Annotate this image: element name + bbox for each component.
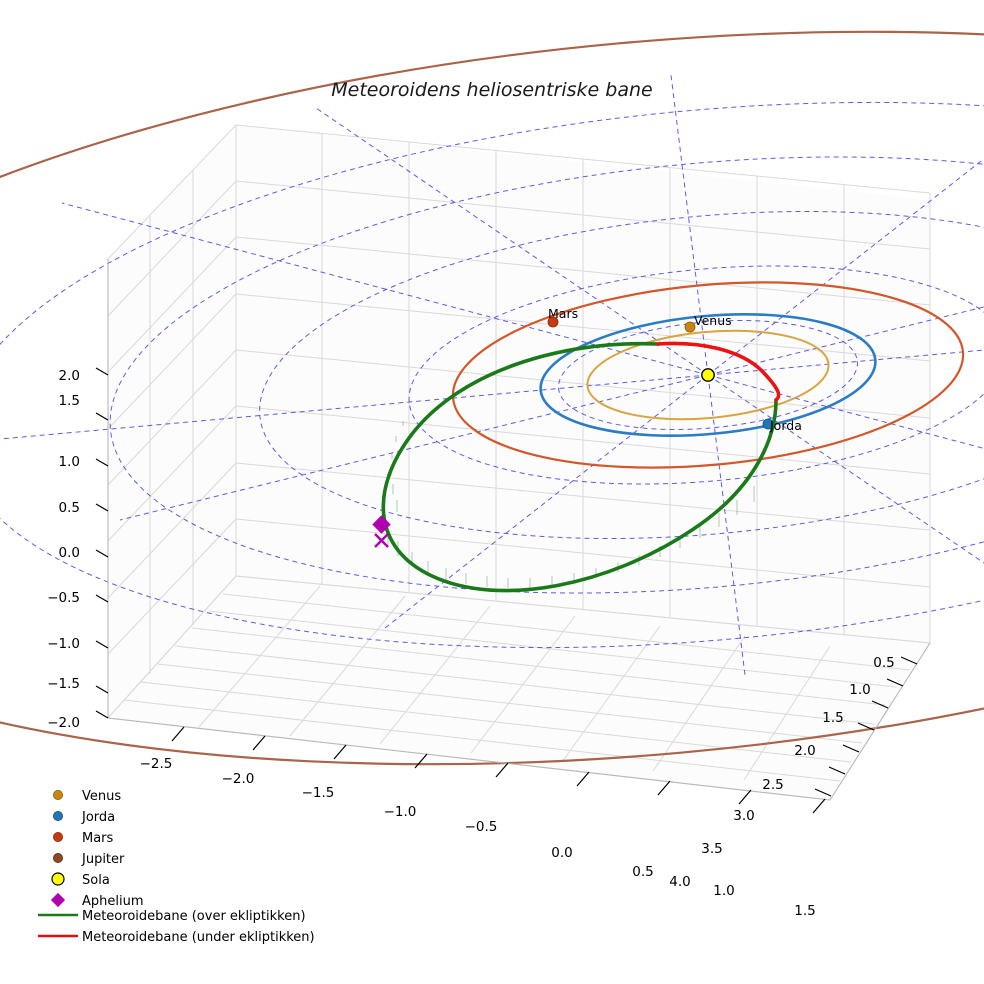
jupiter-orbit xyxy=(0,30,984,766)
z-tick-label: 0.0 xyxy=(59,545,80,561)
y-tick-label: 2.0 xyxy=(794,743,815,759)
legend: Venus Jorda Mars Jupiter Sola Aphelium M… xyxy=(38,789,315,945)
z-tick-label: 0.5 xyxy=(59,500,80,516)
jorda-label: Jorda xyxy=(769,418,802,433)
y-tick-label: 1.0 xyxy=(849,682,870,698)
z-tick-label: 1.0 xyxy=(59,454,80,470)
legend-circle-marker-jorda xyxy=(53,811,64,822)
x-axis-spine xyxy=(107,717,831,801)
z-tick-label: −1.0 xyxy=(47,636,80,652)
legend-label: Aphelium xyxy=(82,894,144,909)
x-tick-label: 0.0 xyxy=(551,845,572,861)
y-tick-labels: 0.5 1.0 1.5 2.0 2.5 3.0 3.5 4.0 xyxy=(669,655,894,890)
z-tick-label: −0.5 xyxy=(47,590,80,606)
aphelium-projection-x-icon xyxy=(374,533,389,548)
x-tick-label: 1.0 xyxy=(713,883,734,899)
axes-panes xyxy=(108,125,930,800)
venus-label: Venus xyxy=(694,313,732,328)
axis-spines xyxy=(107,259,931,801)
legend-circle-marker-jupiter xyxy=(53,853,64,864)
jorda-orbit xyxy=(539,313,877,437)
jorda-marker xyxy=(762,418,774,430)
venus-orbit xyxy=(586,329,830,421)
y-tick-label: 1.5 xyxy=(822,710,843,726)
y-tick-marks xyxy=(814,656,918,797)
venus-marker xyxy=(684,321,696,333)
mars-label: Mars xyxy=(548,306,578,321)
x-tick-label: −1.5 xyxy=(302,785,335,801)
sola-marker xyxy=(701,368,715,382)
y-tick-label: 3.0 xyxy=(733,808,754,824)
z-tick-labels: 2.0 1.5 1.0 0.5 0.0 −0.5 −1.0 −1.5 −2.0 xyxy=(47,368,80,731)
z-tick-marks xyxy=(95,367,109,719)
legend-label: Meteoroidebane (over ekliptikken) xyxy=(82,909,306,924)
legend-circle-marker-mars xyxy=(53,832,64,843)
z-tick-label: −1.5 xyxy=(47,676,80,692)
legend-circle-marker-sola xyxy=(51,872,65,886)
x-tick-label: 0.5 xyxy=(632,864,653,880)
legend-label: Jorda xyxy=(81,810,115,825)
page-title: Meteoroidens heliosentriske bane xyxy=(331,79,652,101)
y-tick-label: 2.5 xyxy=(762,777,783,793)
aphelium-marker xyxy=(372,515,391,534)
y-axis-spine xyxy=(829,642,931,801)
meteoroid-orbit-below-ecliptic xyxy=(656,341,781,402)
z-tick-label: 1.5 xyxy=(59,393,80,409)
legend-circle-marker-venus xyxy=(53,790,64,801)
mars-orbit xyxy=(451,281,965,469)
z-tick-label: −2.0 xyxy=(47,715,80,731)
mars-marker xyxy=(547,316,559,328)
polar-ring-3 xyxy=(259,210,984,540)
polar-ring-2 xyxy=(408,265,984,485)
x-tick-label: −0.5 xyxy=(465,819,498,835)
x-tick-label: −2.0 xyxy=(222,771,255,787)
left-pane xyxy=(108,125,236,718)
polar-ring-1 xyxy=(558,319,858,431)
y-tick-label: 3.5 xyxy=(701,841,722,857)
legend-label: Meteoroidebane (under ekliptikken) xyxy=(82,930,315,945)
x-tick-label: −1.0 xyxy=(384,804,417,820)
legend-label: Sola xyxy=(82,873,110,888)
legend-label: Mars xyxy=(82,831,114,846)
meteoroid-orbit-above-ecliptic xyxy=(381,341,778,593)
legend-label: Jupiter xyxy=(81,852,125,867)
y-tick-label: 4.0 xyxy=(669,874,690,890)
x-tick-labels: −2.5 −2.0 −1.5 −1.0 −0.5 0.0 0.5 1.0 1.5 xyxy=(140,756,816,919)
z-tick-label: 2.0 xyxy=(59,368,80,384)
legend-label: Venus xyxy=(82,789,121,804)
legend-diamond-marker-aphelium xyxy=(50,892,66,908)
floor-pane xyxy=(108,576,930,800)
y-tick-label: 0.5 xyxy=(873,655,894,671)
x-tick-marks xyxy=(171,726,826,814)
x-tick-label: −2.5 xyxy=(140,756,173,772)
x-tick-label: 1.5 xyxy=(794,903,815,919)
